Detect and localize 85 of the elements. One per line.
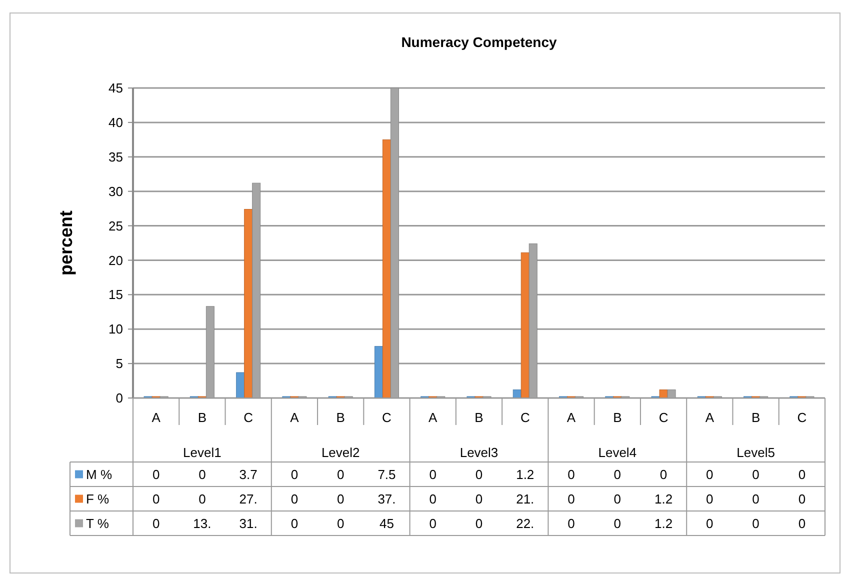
data-label: 0 [706, 466, 714, 482]
data-label: 0 [475, 516, 483, 531]
legend-label: M % [86, 466, 112, 482]
x-tick-label: A [705, 410, 714, 425]
data-label: 0 [798, 516, 806, 531]
text: Level2 [321, 445, 360, 460]
data-label: 0 [336, 516, 344, 531]
text: Level5 [736, 445, 775, 460]
data-label: 0 [475, 466, 483, 482]
x-tick-label: A [428, 410, 438, 425]
x-tick-label: A [152, 410, 161, 425]
x-tick-label: B [474, 410, 484, 425]
data-label: 0 [198, 491, 206, 506]
data-label: 7.5 [378, 466, 396, 482]
bar [374, 346, 383, 398]
x-tick-label: B [198, 410, 207, 425]
data-label: 0 [660, 466, 668, 482]
data-label: 0 [429, 491, 436, 506]
y-tick-label: 5 [116, 356, 123, 372]
data-label: 0 [429, 516, 436, 531]
data-label: 0 [290, 516, 298, 531]
text: Level1 [183, 445, 222, 460]
x-tick-label: A [566, 410, 576, 425]
data-label: 0 [152, 466, 160, 482]
data-label: 0 [198, 466, 206, 482]
data-label: 0 [706, 516, 714, 531]
y-tick-label: 35 [108, 149, 123, 164]
data-label: 1.2 [654, 516, 673, 531]
y-tick-label: 0 [116, 390, 123, 406]
data-label: 0 [152, 491, 160, 506]
y-tick-label: 30 [108, 184, 123, 199]
data-label: 1.2 [654, 491, 673, 506]
legend-label: F % [86, 491, 110, 506]
data-label: 1.2 [516, 466, 534, 482]
data-label: 0 [798, 466, 806, 482]
bar [244, 208, 253, 398]
chart-title: Numeracy Competency [401, 34, 558, 50]
data-label: 0 [152, 516, 160, 531]
x-tick-label: A [290, 410, 300, 425]
y-tick-label: 10 [108, 322, 123, 337]
text: Level3 [460, 445, 498, 460]
data-label: 0 [568, 516, 575, 531]
x-tick-label: C [658, 410, 668, 425]
x-tick-label: B [336, 410, 345, 425]
data-label: 27. [239, 491, 258, 506]
bar [520, 252, 530, 398]
data-label: 0 [752, 491, 760, 506]
data-label: 21. [516, 491, 534, 506]
y-tick-label: 20 [108, 252, 123, 268]
data-label: 0 [290, 491, 298, 506]
data-label: 0 [614, 466, 622, 482]
data-label: 13. [193, 516, 212, 531]
data-label: 0 [706, 491, 714, 506]
x-tick-label: B [613, 410, 622, 425]
bar [236, 372, 245, 398]
x-tick-label: C [244, 410, 254, 425]
data-label: 0 [614, 516, 622, 531]
data-label: 0 [568, 491, 575, 506]
data-label: 0 [336, 466, 344, 482]
y-tick-label: 15 [108, 287, 123, 302]
data-label: 0 [614, 491, 622, 506]
data-label: 3.7 [239, 466, 258, 482]
x-tick-label: C [797, 410, 807, 425]
data-label: 31. [239, 516, 258, 531]
x-tick-label: C [382, 410, 392, 425]
bar [382, 139, 391, 398]
x-tick-label: B [751, 410, 760, 425]
data-label: 37. [378, 491, 396, 506]
x-tick-label: C [520, 410, 530, 425]
data-label: 45 [380, 516, 394, 531]
data-label: 0 [290, 466, 298, 482]
data-label: 22. [516, 516, 534, 531]
data-label: 0 [752, 466, 760, 482]
y-axis-title: percent [56, 210, 76, 276]
text: Level4 [598, 445, 637, 460]
data-label: 0 [798, 491, 806, 506]
data-label: 0 [568, 466, 575, 482]
data-label: 0 [752, 516, 760, 531]
data-label: 0 [429, 466, 436, 482]
y-tick-label: 45 [108, 80, 123, 96]
legend-label: T % [86, 516, 110, 531]
data-label: 0 [336, 491, 344, 506]
y-tick-label: 25 [108, 218, 123, 234]
y-tick-label: 40 [108, 114, 123, 130]
data-label: 0 [475, 491, 483, 506]
